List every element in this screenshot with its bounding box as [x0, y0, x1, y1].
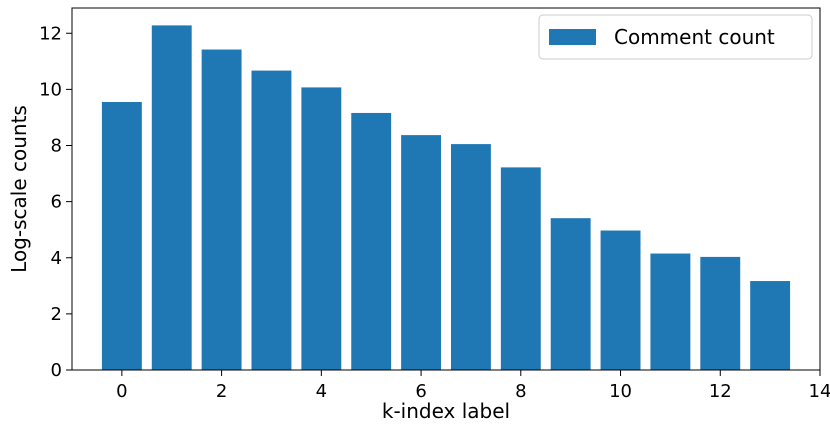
x-tick-label: 10 — [609, 381, 632, 402]
y-axis-ticks: 0 2 4 6 8 10 12 — [39, 23, 72, 381]
x-axis-ticks: 0 2 4 6 8 10 12 14 — [116, 370, 830, 402]
x-tick-label: 6 — [415, 381, 426, 402]
bar-10 — [600, 230, 641, 370]
bar-9 — [550, 218, 591, 370]
bar-2 — [201, 49, 242, 370]
bar-8 — [500, 167, 541, 370]
legend: Comment count — [538, 14, 813, 60]
y-axis-title: Log-scale counts — [7, 105, 31, 273]
bar-13 — [750, 281, 791, 370]
bar-4 — [301, 87, 342, 371]
x-tick-label: 12 — [709, 381, 732, 402]
legend-swatch — [549, 29, 596, 45]
x-tick-label: 8 — [515, 381, 526, 402]
bar-3 — [251, 70, 292, 370]
x-axis-title: k-index label — [382, 399, 510, 423]
y-tick-label: 8 — [51, 136, 62, 157]
y-tick-label: 6 — [51, 192, 62, 213]
legend-box — [538, 14, 813, 60]
bar-12 — [700, 256, 741, 370]
x-tick-label: 0 — [116, 381, 127, 402]
y-tick-label: 12 — [39, 23, 62, 44]
y-tick-label: 0 — [51, 360, 62, 381]
x-tick-label: 4 — [316, 381, 327, 402]
x-tick-label: 2 — [216, 381, 227, 402]
bar-1 — [151, 25, 192, 371]
bar-0 — [101, 102, 142, 370]
bar-11 — [650, 253, 691, 370]
legend-label: Comment count — [614, 25, 775, 49]
x-tick-label: 14 — [809, 381, 830, 402]
bar-5 — [351, 112, 392, 370]
bars-group — [101, 25, 791, 371]
plot-frame — [71, 7, 821, 371]
y-tick-label: 10 — [39, 79, 62, 100]
y-tick-label: 4 — [51, 248, 62, 269]
bar-6 — [401, 135, 442, 370]
y-tick-label: 2 — [51, 304, 62, 325]
bar-7 — [450, 144, 491, 370]
